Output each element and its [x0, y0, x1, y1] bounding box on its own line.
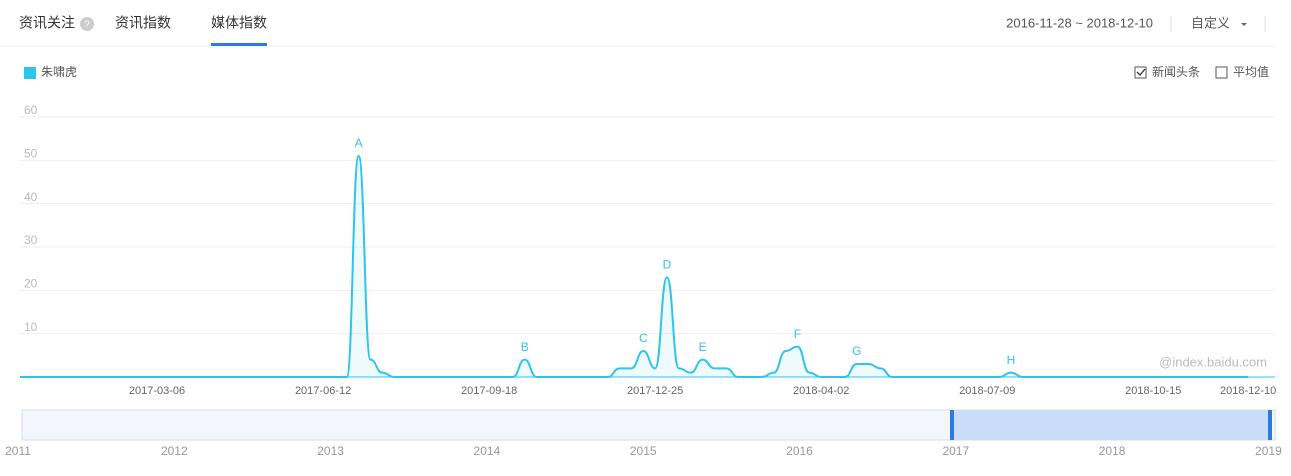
- x-tick-label: 2018-07-09: [959, 385, 1015, 397]
- navigator-year: 2015: [630, 444, 657, 458]
- custom-select[interactable]: 自定义: [1191, 15, 1230, 30]
- y-tick-label: 20: [24, 277, 38, 291]
- x-tick-label: 2017-12-25: [627, 385, 683, 397]
- date-range[interactable]: 2016-11-28 ~ 2018-12-10: [1006, 15, 1153, 30]
- navigator-selection[interactable]: [952, 410, 1270, 440]
- navigator-year: 2017: [942, 444, 969, 458]
- checkbox[interactable]: [1215, 66, 1228, 79]
- plot: [20, 154, 1249, 378]
- point-label: H: [1007, 353, 1016, 367]
- point-label: B: [521, 340, 529, 354]
- tab[interactable]: 资讯关注: [19, 15, 75, 31]
- x-tick-label: 2018-10-15: [1125, 385, 1181, 397]
- point-label: A: [355, 136, 363, 150]
- help-icon[interactable]: [80, 17, 94, 31]
- point-label: E: [699, 340, 707, 354]
- y-tick-label: 10: [24, 320, 38, 334]
- line: [20, 154, 1249, 378]
- navigator-year: 2012: [161, 444, 188, 458]
- legend-label[interactable]: 朱啸虎: [41, 65, 77, 79]
- navigator-year: 2019: [1255, 444, 1282, 458]
- navigator-year: 2018: [1099, 444, 1126, 458]
- point-label: F: [794, 327, 801, 341]
- checkmark: [1136, 68, 1146, 76]
- option-label[interactable]: 平均值: [1233, 64, 1269, 79]
- navigator-year: 2013: [317, 444, 344, 458]
- x-tick-label: 2018-04-02: [793, 385, 849, 397]
- x-tick-label: 2018-12-10: [1220, 385, 1276, 397]
- y-tick-label: 50: [24, 147, 38, 161]
- y-tick-label: 30: [24, 233, 38, 247]
- navigator-handle[interactable]: [950, 410, 954, 440]
- navigator-year: 2016: [786, 444, 813, 458]
- dropdown-arrow: [1241, 23, 1247, 26]
- navigator-year: 2011: [5, 444, 31, 458]
- x-tick-label: 2017-06-12: [295, 385, 351, 397]
- navigator-handle[interactable]: [1268, 410, 1272, 440]
- x-tick-label: 2017-09-18: [461, 385, 517, 397]
- point-label: C: [639, 331, 648, 345]
- tab-active[interactable]: 媒体指数: [211, 15, 267, 31]
- navigator-year: 2014: [474, 444, 501, 458]
- tab-underline: [211, 43, 267, 46]
- tab[interactable]: 资讯指数: [115, 15, 171, 31]
- point-label: D: [663, 258, 672, 272]
- area: [20, 156, 1249, 377]
- point-label: G: [852, 344, 861, 358]
- y-tick-label: 40: [24, 190, 38, 204]
- help-mark: ?: [84, 20, 90, 31]
- watermark: @index.baidu.com: [1159, 354, 1267, 369]
- option-label[interactable]: 新闻头条: [1152, 64, 1200, 79]
- x-tick-label: 2017-03-06: [129, 385, 185, 397]
- y-tick-label: 60: [24, 103, 38, 117]
- checkbox[interactable]: [1134, 66, 1147, 79]
- legend-swatch: [24, 67, 36, 79]
